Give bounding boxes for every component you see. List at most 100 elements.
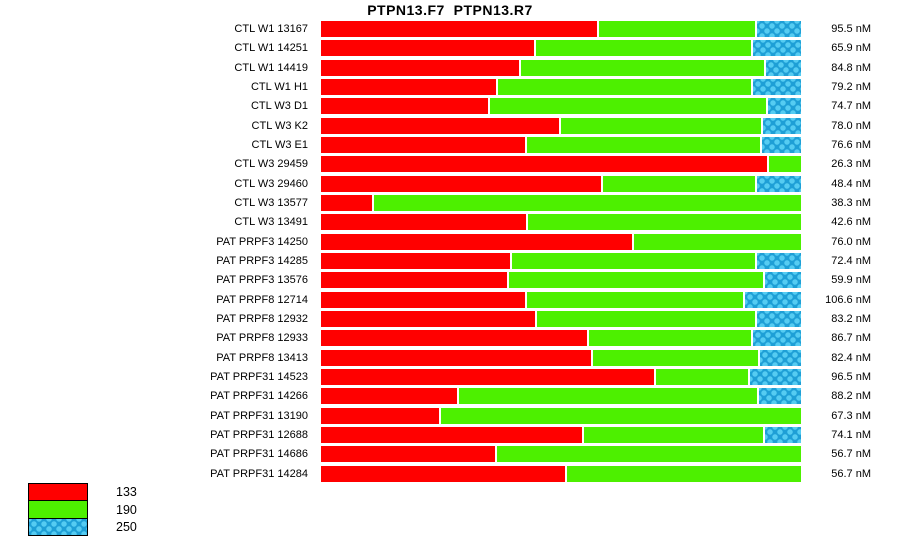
row-value: 26.3 nM (831, 158, 871, 171)
green-190-segment (526, 136, 763, 153)
bar-row-22: PAT PRPF31 12688 74.1 nM (0, 426, 900, 446)
bar-row-2: CTL W1 14251 65.9 nM (0, 40, 900, 59)
green-190-segment (633, 233, 801, 250)
blue-hatched-swatch (28, 517, 88, 537)
green-swatch (28, 500, 88, 519)
row-label: PAT PRPF8 12933 (216, 332, 308, 345)
blue-250-segment (763, 117, 801, 134)
red-133-segment (321, 98, 490, 115)
red-133-segment (321, 310, 537, 327)
row-value: 86.7 nM (831, 332, 871, 345)
blue-250-segment (768, 98, 801, 115)
bar-row-3: CTL W1 14419 84.8 nM (0, 59, 900, 79)
green-190-segment (373, 194, 801, 211)
row-label: CTL W1 14251 (234, 42, 308, 55)
row-value: 106.6 nM (825, 293, 871, 306)
row-label: CTL W1 13167 (234, 23, 308, 35)
stacked-bar (321, 136, 801, 153)
row-label: PAT PRPF31 14284 (210, 467, 308, 480)
row-label: PAT PRPF31 14686 (210, 448, 308, 461)
red-swatch (28, 483, 88, 502)
legend-label: 190 (116, 502, 137, 517)
green-190-segment (589, 330, 754, 347)
legend-label: 250 (116, 519, 137, 534)
blue-250-segment (753, 40, 801, 57)
row-label: PAT PRPF3 14250 (216, 235, 308, 248)
green-190-segment (459, 388, 760, 405)
green-190-segment (536, 310, 757, 327)
blue-250-segment (753, 330, 801, 347)
blue-250-segment (752, 78, 801, 95)
bar-row-19: PAT PRPF31 14523 96.5 nM (0, 368, 900, 388)
blue-250-segment (756, 21, 801, 37)
row-label: PAT PRPF3 14285 (216, 254, 308, 267)
stacked-bar (321, 407, 801, 424)
red-133-segment (321, 233, 634, 250)
stacked-bar (321, 465, 801, 482)
row-label: CTL W3 D1 (250, 100, 308, 113)
chart-title: PTPN13.F7 PTPN13.R7 (367, 2, 533, 18)
row-label: PAT PRPF8 12932 (216, 312, 308, 325)
green-190-segment (584, 426, 765, 443)
green-190-segment (498, 78, 753, 95)
legend-label: 133 (116, 485, 137, 500)
row-label: CTL W3 29460 (234, 177, 308, 190)
green-190-segment (441, 407, 801, 424)
stacked-bar (321, 291, 801, 308)
stacked-bar (321, 40, 801, 57)
stacked-bar (321, 78, 801, 95)
row-value: 42.6 nM (831, 216, 871, 229)
row-value: 84.8 nM (831, 61, 871, 74)
red-133-segment (321, 156, 770, 173)
red-133-segment (321, 330, 590, 347)
row-value: 96.5 nM (831, 370, 871, 383)
green-190-segment (509, 272, 765, 289)
bar-row-5: CTL W3 D1 74.7 nM (0, 98, 900, 117)
stacked-bar (321, 426, 801, 443)
row-label: PAT PRPF31 14266 (210, 390, 308, 403)
red-133-segment (321, 252, 512, 269)
green-190-segment (489, 98, 769, 115)
red-133-segment (321, 78, 499, 95)
bar-row-18: PAT PRPF8 13413 82.4 nM (0, 349, 900, 369)
row-value: 74.1 nM (831, 428, 871, 441)
red-133-segment (321, 214, 529, 231)
blue-250-segment (762, 136, 801, 153)
bar-row-17: PAT PRPF8 12933 86.7 nM (0, 330, 900, 349)
stacked-bar (321, 310, 801, 327)
legend: 133 190 250 (28, 483, 137, 537)
row-label: CTL W1 H1 (250, 80, 308, 93)
green-190-segment (536, 40, 754, 57)
red-133-segment (321, 426, 585, 443)
row-value: 76.6 nM (831, 138, 871, 151)
stacked-bar (321, 194, 801, 211)
green-190-segment (603, 175, 757, 192)
row-value: 79.2 nM (831, 80, 871, 93)
legend-item-133: 133 (28, 483, 137, 502)
green-190-segment (655, 368, 751, 385)
red-133-segment (321, 59, 522, 76)
green-190-segment (528, 214, 801, 231)
red-133-segment (321, 407, 442, 424)
green-190-segment (521, 59, 767, 76)
stacked-bar (321, 349, 801, 366)
row-value: 82.4 nM (831, 351, 871, 364)
blue-250-segment (750, 368, 801, 385)
stacked-bar (321, 233, 801, 250)
stacked-bar (321, 175, 801, 192)
stacked-bar (321, 214, 801, 231)
row-label: PAT PRPF31 12688 (210, 428, 308, 441)
row-label: CTL W3 E1 (251, 138, 308, 151)
red-133-segment (321, 175, 604, 192)
row-label: PAT PRPF8 13413 (216, 351, 308, 364)
bar-row-21: PAT PRPF31 13190 67.3 nM (0, 407, 900, 427)
red-133-segment (321, 117, 561, 134)
green-190-segment (598, 21, 757, 37)
red-133-segment (321, 446, 498, 463)
bar-row-12: PAT PRPF3 14250 76.0 nM (0, 233, 900, 253)
green-190-segment (526, 291, 745, 308)
red-133-segment (321, 194, 374, 211)
row-label: CTL W3 13577 (234, 196, 308, 209)
row-value: 95.5 nM (831, 23, 871, 35)
row-value: 67.3 nM (831, 409, 871, 422)
